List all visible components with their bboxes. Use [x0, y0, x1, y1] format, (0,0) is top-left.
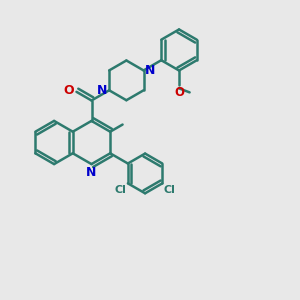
- Text: Cl: Cl: [164, 185, 176, 195]
- Text: O: O: [64, 84, 74, 98]
- Text: N: N: [97, 84, 108, 97]
- Text: N: N: [86, 166, 97, 179]
- Text: O: O: [174, 86, 184, 99]
- Text: N: N: [145, 64, 155, 77]
- Text: Cl: Cl: [115, 185, 126, 195]
